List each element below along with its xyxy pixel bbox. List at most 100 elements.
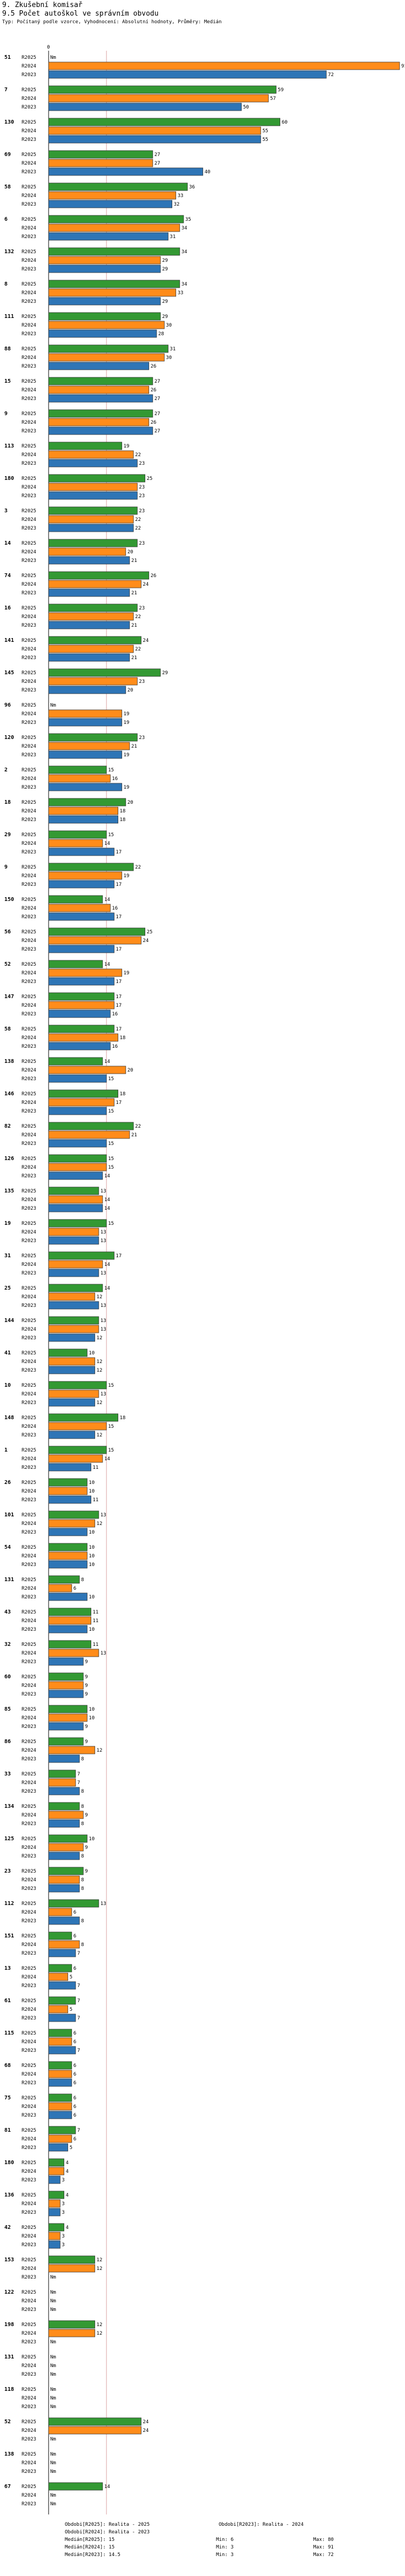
bar	[48, 604, 138, 612]
series-label: R2023	[22, 170, 36, 175]
data-label: 5	[70, 2007, 72, 2012]
bar	[48, 1389, 99, 1398]
series-label: R2025	[22, 2452, 36, 2457]
data-label: 27	[154, 379, 160, 384]
data-label: 23	[139, 541, 145, 546]
bar	[48, 362, 150, 370]
data-label: 72	[328, 72, 334, 78]
data-label: 21	[131, 744, 137, 749]
bar	[48, 182, 188, 191]
bar	[48, 483, 138, 491]
group-label: 2	[4, 767, 8, 773]
data-label: 11	[93, 1642, 99, 1648]
data-label: 30	[166, 355, 172, 361]
series-label: R2024	[22, 420, 36, 425]
data-label: 9	[85, 1724, 87, 1730]
series-label: R2025	[22, 314, 36, 320]
data-label: 12	[97, 1433, 103, 1438]
data-label: 21	[131, 1133, 137, 1138]
data-label: 12	[97, 1748, 103, 1753]
bar	[48, 377, 153, 385]
bar	[48, 1454, 103, 1463]
group-label: 7	[4, 87, 8, 93]
bar	[48, 247, 180, 256]
bar	[48, 765, 107, 774]
group-label: 41	[4, 1350, 11, 1356]
series-label: R2023	[22, 1174, 36, 1179]
series-label: R2025	[22, 1577, 36, 1583]
series-label: R2025	[22, 1675, 36, 1680]
bar	[48, 1560, 87, 1569]
data-label: 7	[77, 1951, 80, 1956]
data-label: 33	[178, 290, 184, 296]
data-label: 12	[97, 2331, 103, 2336]
data-label: 23	[139, 461, 145, 466]
group-label: 96	[4, 702, 11, 708]
series-label: R2025	[22, 541, 36, 546]
bar	[48, 1463, 91, 1472]
group-label: 9	[4, 411, 8, 417]
data-label: 9	[85, 1683, 87, 1689]
bar	[48, 1681, 84, 1690]
bar	[48, 636, 141, 645]
group-label: 10	[4, 1382, 11, 1388]
bar	[48, 2191, 64, 2199]
series-label: R2024	[22, 290, 36, 296]
group-label: 8	[4, 281, 8, 287]
group-label: 153	[4, 2257, 14, 2263]
data-label: 19	[124, 785, 130, 790]
series-label: R2025	[22, 379, 36, 384]
series-label: R2024	[22, 938, 36, 944]
group-label: 131	[4, 1577, 14, 1583]
data-label: 24	[143, 2419, 148, 2425]
data-label: 7	[77, 1998, 80, 2004]
data-label: 21	[131, 623, 137, 628]
bar	[48, 491, 138, 500]
series-label: R2023	[22, 1854, 36, 1859]
data-label: 3	[62, 2178, 64, 2183]
series-label: R2024	[22, 2234, 36, 2239]
data-label: 13	[100, 1230, 106, 1235]
data-label: 13	[100, 1238, 106, 1244]
data-label: 15	[108, 1165, 114, 1170]
data-label: 6	[73, 2080, 76, 2086]
data-label: 8	[81, 1942, 84, 1948]
summary-max-line: Max: 80	[313, 2537, 334, 2543]
data-label: 20	[127, 688, 133, 693]
bar	[48, 1431, 96, 1439]
bar	[48, 960, 103, 968]
series-label: R2024	[22, 388, 36, 393]
series-label: R2023	[22, 137, 36, 143]
bar	[48, 2255, 96, 2264]
series-label: R2025	[22, 1901, 36, 1907]
bar	[48, 1519, 96, 1528]
bar	[48, 1422, 107, 1431]
bar	[48, 167, 204, 176]
bar	[48, 2061, 72, 2070]
series-label: R2025	[22, 2355, 36, 2360]
series-label: R2023	[22, 1821, 36, 1827]
bar	[48, 839, 103, 848]
bar	[48, 506, 138, 515]
bar	[48, 2014, 76, 2022]
series-label: R2024	[22, 2169, 36, 2174]
group-label: 122	[4, 2289, 14, 2295]
missing-value-label: Nm	[50, 2340, 56, 2345]
missing-value-label: Nm	[50, 2355, 56, 2360]
data-label: 4	[66, 2169, 69, 2174]
bar	[48, 1811, 84, 1819]
series-label: R2025	[22, 2063, 36, 2069]
data-label: 17	[116, 979, 122, 985]
series-label: R2023	[22, 364, 36, 369]
missing-value-label: Nm	[50, 2275, 56, 2280]
series-label: R2023	[22, 947, 36, 952]
series-label: R2024	[22, 355, 36, 361]
series-label: R2023	[22, 2210, 36, 2215]
bar	[48, 709, 123, 718]
series-label: R2025	[22, 1869, 36, 1874]
missing-value-label: Nm	[50, 2404, 56, 2410]
series-label: R2023	[22, 2502, 36, 2507]
data-label: 10	[89, 1716, 94, 1721]
series-label: R2023	[22, 817, 36, 823]
series-label: R2023	[22, 1595, 36, 1600]
